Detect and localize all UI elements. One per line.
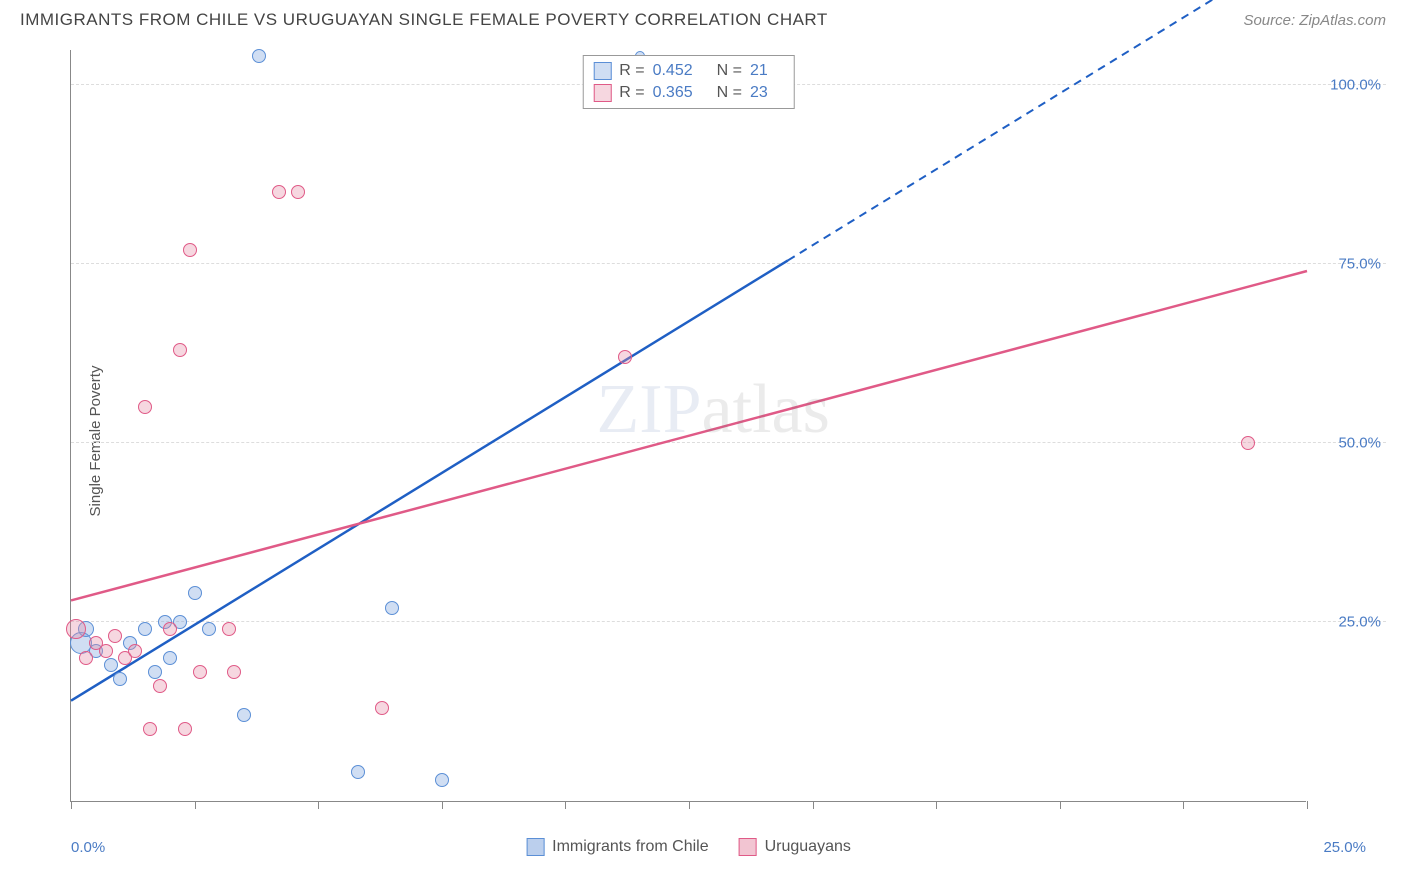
y-tick-label: 50.0% bbox=[1338, 434, 1381, 451]
x-tick bbox=[1307, 801, 1308, 809]
r-value: 0.365 bbox=[653, 84, 693, 102]
data-point bbox=[153, 679, 167, 693]
x-tick bbox=[195, 801, 196, 809]
legend-swatch bbox=[593, 62, 611, 80]
data-point bbox=[138, 622, 152, 636]
y-tick-label: 100.0% bbox=[1330, 76, 1381, 93]
n-value: 23 bbox=[750, 84, 768, 102]
legend-swatch bbox=[526, 838, 544, 856]
data-point bbox=[128, 644, 142, 658]
legend-item: Uruguayans bbox=[739, 838, 851, 856]
r-label: R = bbox=[619, 62, 644, 80]
x-tick bbox=[1060, 801, 1061, 809]
y-tick-label: 75.0% bbox=[1338, 255, 1381, 272]
x-axis-min-label: 0.0% bbox=[71, 839, 105, 856]
data-point bbox=[188, 586, 202, 600]
source-attribution: Source: ZipAtlas.com bbox=[1243, 12, 1386, 29]
x-tick bbox=[936, 801, 937, 809]
n-label: N = bbox=[717, 84, 742, 102]
plot-area: ZIPatlas R =0.452N =21R =0.365N =23 Immi… bbox=[70, 50, 1306, 802]
data-point bbox=[143, 722, 157, 736]
x-tick bbox=[1183, 801, 1184, 809]
data-point bbox=[148, 665, 162, 679]
data-point bbox=[375, 701, 389, 715]
data-point bbox=[193, 665, 207, 679]
legend-stats: R = 0.452 N = 21 R = 0.365 N = 23 bbox=[582, 55, 795, 109]
n-label: N = bbox=[717, 62, 742, 80]
chart-container: Single Female Poverty ZIPatlas R =0.452N… bbox=[50, 50, 1386, 832]
data-point bbox=[272, 185, 286, 199]
data-point bbox=[108, 629, 122, 643]
x-tick bbox=[318, 801, 319, 809]
data-point bbox=[104, 658, 118, 672]
data-point bbox=[163, 651, 177, 665]
data-point bbox=[99, 644, 113, 658]
legend-swatch bbox=[739, 838, 757, 856]
data-point bbox=[173, 343, 187, 357]
y-tick-label: 25.0% bbox=[1338, 613, 1381, 630]
data-point bbox=[227, 665, 241, 679]
legend-series: Immigrants from Chile Uruguayans bbox=[526, 838, 851, 856]
x-tick bbox=[71, 801, 72, 809]
legend-swatch bbox=[593, 84, 611, 102]
data-point bbox=[66, 619, 86, 639]
n-value: 21 bbox=[750, 62, 768, 80]
x-tick bbox=[689, 801, 690, 809]
data-point bbox=[252, 49, 266, 63]
legend-stat-row: R = 0.365 N = 23 bbox=[593, 82, 784, 104]
data-point bbox=[351, 765, 365, 779]
data-point bbox=[202, 622, 216, 636]
chart-title: IMMIGRANTS FROM CHILE VS URUGUAYAN SINGL… bbox=[20, 10, 828, 30]
trend-lines bbox=[71, 49, 1307, 801]
x-tick bbox=[565, 801, 566, 809]
data-point bbox=[183, 243, 197, 257]
data-point bbox=[222, 622, 236, 636]
data-point bbox=[138, 400, 152, 414]
legend-item: Immigrants from Chile bbox=[526, 838, 708, 856]
r-label: R = bbox=[619, 84, 644, 102]
data-point bbox=[178, 722, 192, 736]
data-point bbox=[618, 350, 632, 364]
x-axis-max-label: 25.0% bbox=[1323, 839, 1366, 856]
legend-label: Immigrants from Chile bbox=[552, 838, 708, 856]
legend-label: Uruguayans bbox=[765, 838, 851, 856]
data-point bbox=[1241, 436, 1255, 450]
x-tick bbox=[442, 801, 443, 809]
data-point bbox=[291, 185, 305, 199]
data-point bbox=[163, 622, 177, 636]
data-point bbox=[113, 672, 127, 686]
data-point bbox=[237, 708, 251, 722]
x-tick bbox=[813, 801, 814, 809]
r-value: 0.452 bbox=[653, 62, 693, 80]
data-point bbox=[435, 773, 449, 787]
legend-stat-row: R = 0.452 N = 21 bbox=[593, 60, 784, 82]
data-point bbox=[385, 601, 399, 615]
data-point bbox=[79, 651, 93, 665]
